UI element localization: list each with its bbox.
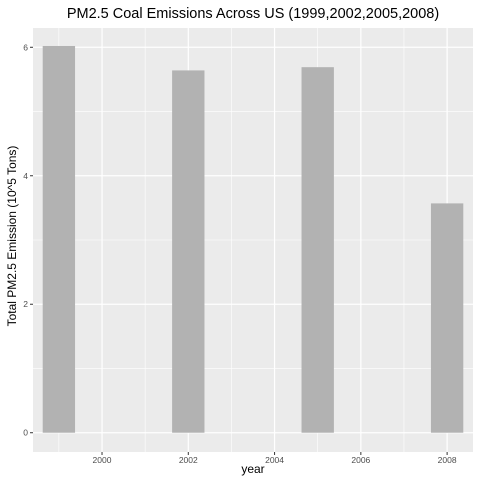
bars-layer: [42, 45, 464, 433]
x-tick-label: 2002: [179, 455, 198, 465]
y-axis: 0 2 4 6: [23, 42, 33, 438]
x-tick-label: 2008: [438, 455, 457, 465]
x-tick-label: 2006: [351, 455, 370, 465]
x-axis: 2000 2002 2004 2006 2008: [93, 452, 457, 465]
y-tick-label: 4: [23, 171, 28, 181]
bar-2008: [430, 203, 464, 433]
y-tick-label: 2: [23, 299, 28, 309]
x-tick-label: 2000: [93, 455, 112, 465]
x-tick-label: 2004: [265, 455, 284, 465]
y-tick-label: 6: [23, 42, 28, 52]
y-axis-title: Total PM2.5 Emission (10^5 Tons): [5, 146, 19, 327]
chart-title: PM2.5 Coal Emissions Across US (1999,200…: [67, 6, 439, 22]
bar-2005: [301, 67, 334, 433]
y-tick-label: 0: [23, 428, 28, 438]
bar-2002: [172, 70, 205, 433]
bar-1999: [42, 45, 76, 433]
x-axis-title: year: [241, 462, 264, 476]
